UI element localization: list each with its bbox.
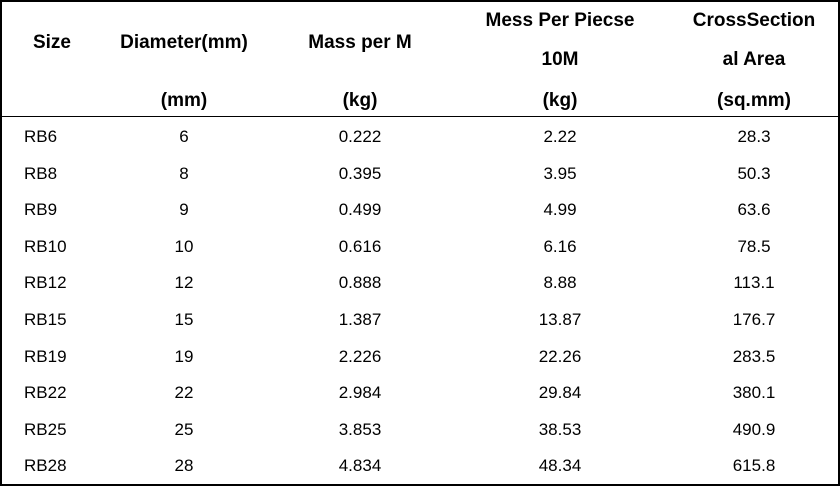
cell-size: RB8 xyxy=(24,164,58,183)
cell-diameter: 10 xyxy=(174,237,194,256)
cell-mass: 2.984 xyxy=(338,383,382,402)
cell-mess: 6.16 xyxy=(543,237,577,256)
cell-cross: 50.3 xyxy=(737,164,771,183)
cell-mess: 8.88 xyxy=(543,273,577,292)
cell-mess: 38.53 xyxy=(538,420,582,439)
header-mass-unit: (kg) xyxy=(342,90,378,111)
cell-diameter: 9 xyxy=(179,200,189,219)
header-divider xyxy=(2,116,838,117)
header-diameter-unit: (mm) xyxy=(160,90,208,111)
header-mass-line1: Mass per M xyxy=(308,32,412,53)
cell-mass: 0.616 xyxy=(338,237,382,256)
cell-cross: 78.5 xyxy=(737,237,771,256)
cell-size: RB15 xyxy=(24,310,67,329)
header-size: Size xyxy=(32,32,72,53)
cell-diameter: 19 xyxy=(174,347,194,366)
cell-size: RB25 xyxy=(24,420,67,439)
cell-mess: 29.84 xyxy=(538,383,582,402)
cell-cross: 283.5 xyxy=(732,347,776,366)
cell-mass: 0.222 xyxy=(338,127,382,146)
header-cross-line2: al Area xyxy=(722,49,786,70)
cell-diameter: 28 xyxy=(174,456,194,475)
cell-mass: 0.888 xyxy=(338,273,382,292)
cell-diameter: 15 xyxy=(174,310,194,329)
cell-mess: 2.22 xyxy=(543,127,577,146)
cell-diameter: 22 xyxy=(174,383,194,402)
cell-mess: 4.99 xyxy=(543,200,577,219)
cell-mess: 3.95 xyxy=(543,164,577,183)
header-diameter-line1: Diameter(mm) xyxy=(120,32,248,53)
cell-size: RB22 xyxy=(24,383,67,402)
cell-size: RB10 xyxy=(24,237,67,256)
cell-diameter: 6 xyxy=(179,127,189,146)
cell-cross: 615.8 xyxy=(732,456,776,475)
cell-cross: 490.9 xyxy=(732,420,776,439)
cell-cross: 176.7 xyxy=(732,310,776,329)
cell-cross: 113.1 xyxy=(733,273,775,292)
cell-mass: 0.395 xyxy=(338,164,382,183)
cell-mass: 1.387 xyxy=(338,310,382,329)
cell-size: RB6 xyxy=(24,127,58,146)
cell-mess: 13.87 xyxy=(538,310,582,329)
cell-mass: 3.853 xyxy=(338,420,382,439)
cell-mess: 48.34 xyxy=(538,456,582,475)
header-mess-line1: Mess Per Piecse xyxy=(485,10,635,31)
cell-diameter: 12 xyxy=(174,273,194,292)
cell-size: RB9 xyxy=(24,200,58,219)
header-cross-line1: CrossSection xyxy=(692,10,816,31)
cell-mass: 4.834 xyxy=(338,456,382,475)
cell-size: RB28 xyxy=(24,456,67,475)
cell-cross: 380.1 xyxy=(732,383,776,402)
cell-cross: 28.3 xyxy=(737,127,771,146)
cell-size: RB12 xyxy=(24,273,67,292)
cell-mass: 0.499 xyxy=(338,200,382,219)
header-mess-unit: (kg) xyxy=(542,90,578,111)
cell-diameter: 25 xyxy=(174,420,194,439)
header-cross-unit: (sq.mm) xyxy=(717,90,791,111)
cell-diameter: 8 xyxy=(179,164,189,183)
cell-mess: 22.26 xyxy=(538,347,582,366)
cell-mass: 2.226 xyxy=(338,347,382,366)
header-mess-line2: 10M xyxy=(541,49,579,70)
cell-size: RB19 xyxy=(24,347,67,366)
cell-cross: 63.6 xyxy=(737,200,771,219)
